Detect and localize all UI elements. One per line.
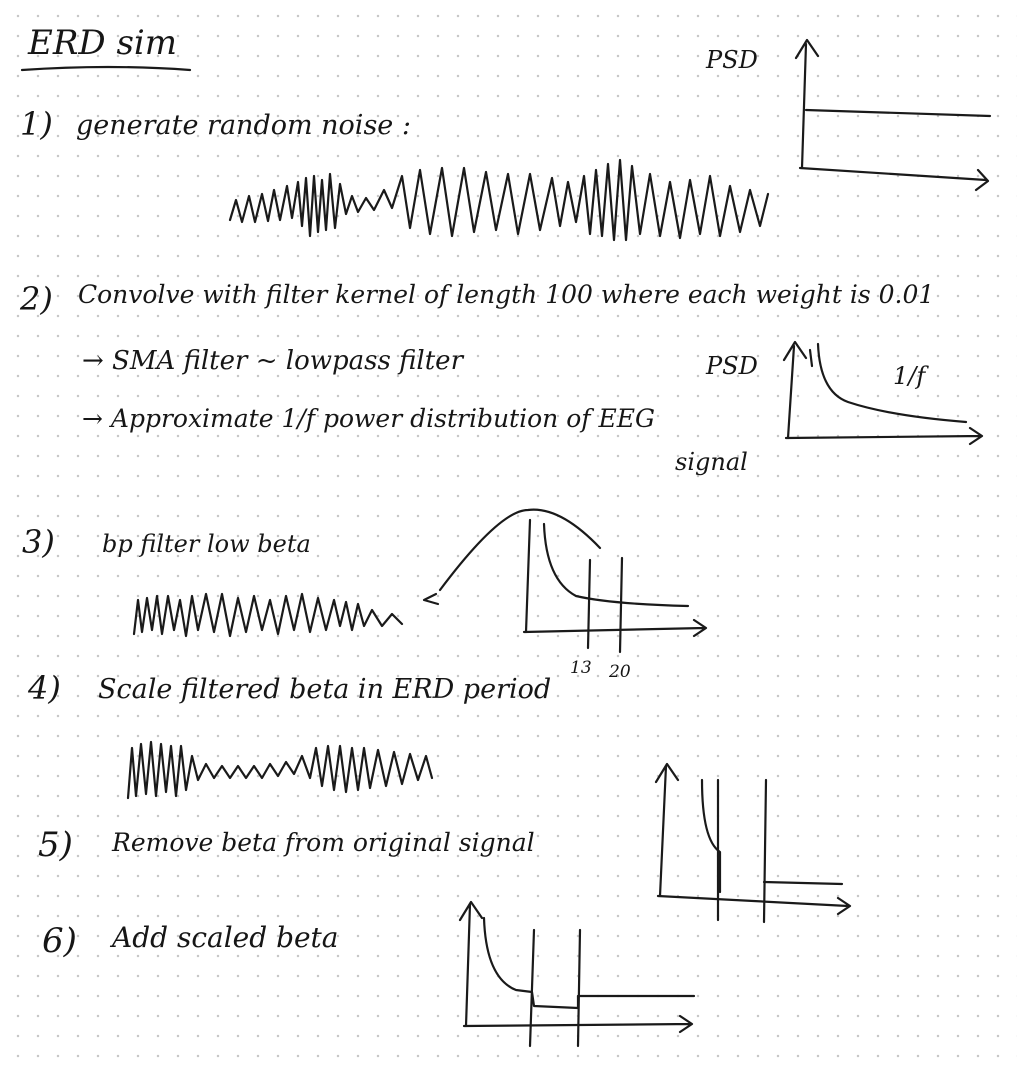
removed-beta-floor bbox=[762, 880, 844, 886]
step-4-text: Scale filtered beta in ERD period bbox=[98, 674, 552, 705]
flat-psd-curve bbox=[804, 108, 992, 118]
added-beta-band-line-left bbox=[528, 928, 536, 1048]
flat-psd-x-axis-icon bbox=[798, 166, 990, 192]
band-line-20 bbox=[618, 556, 624, 654]
beta-spectrum-curve bbox=[542, 522, 690, 608]
removed-beta-curve bbox=[700, 778, 722, 894]
removed-beta-x-axis-icon bbox=[656, 894, 852, 916]
step-5-number: 5) bbox=[38, 825, 73, 865]
band-line-13 bbox=[586, 558, 592, 650]
step-2-number: 2) bbox=[20, 280, 53, 318]
step-2-note-approx: → Approximate 1/f power distribution of … bbox=[82, 404, 655, 433]
band-tick-20: 20 bbox=[609, 662, 631, 682]
one-over-f-label: 1/f bbox=[893, 362, 926, 390]
beta-waveform bbox=[132, 592, 404, 638]
step-1-text: generate random noise : bbox=[76, 110, 411, 141]
pink-psd-tick bbox=[808, 348, 814, 368]
step-3-number: 3) bbox=[22, 523, 55, 561]
step-5-text: Remove beta from original signal bbox=[112, 828, 535, 857]
pink-psd-y-axis-icon bbox=[782, 340, 808, 440]
psd-label-flat: PSD bbox=[706, 46, 758, 74]
scaled-beta-waveform bbox=[126, 740, 434, 800]
beta-spectrum-x-axis bbox=[522, 618, 708, 638]
arrow-to-spectrum-icon bbox=[422, 592, 440, 606]
step-6-number: 6) bbox=[42, 921, 77, 961]
added-beta-curve bbox=[482, 916, 696, 1010]
step-2-note-sma: → SMA filter ~ lowpass filter bbox=[82, 346, 463, 376]
removed-beta-band-line-right bbox=[762, 778, 768, 924]
step-2-note-signal: signal bbox=[675, 448, 748, 476]
pink-psd-curve bbox=[816, 342, 968, 424]
added-beta-y-axis-icon bbox=[458, 900, 484, 1028]
added-beta-band-line-right bbox=[576, 928, 582, 1048]
added-beta-x-axis-icon bbox=[462, 1014, 694, 1034]
title-underline bbox=[20, 65, 192, 72]
noise-waveform bbox=[228, 158, 770, 242]
beta-spectrum-y-axis bbox=[524, 518, 532, 634]
step-4-number: 4) bbox=[28, 669, 61, 707]
step-3-text: bp filter low beta bbox=[102, 530, 311, 558]
step-1-number: 1) bbox=[20, 105, 53, 143]
band-tick-13: 13 bbox=[570, 658, 592, 678]
step-6-text: Add scaled beta bbox=[112, 921, 339, 954]
removed-beta-y-axis-icon bbox=[654, 762, 680, 898]
bandpass-envelope bbox=[438, 508, 602, 592]
psd-label-pink: PSD bbox=[706, 352, 758, 380]
flat-psd-y-axis-icon bbox=[794, 38, 820, 170]
step-2-text: Convolve with filter kernel of length 10… bbox=[78, 280, 935, 309]
page-title: ERD sim bbox=[28, 23, 178, 63]
pink-psd-x-axis-icon bbox=[784, 426, 984, 446]
